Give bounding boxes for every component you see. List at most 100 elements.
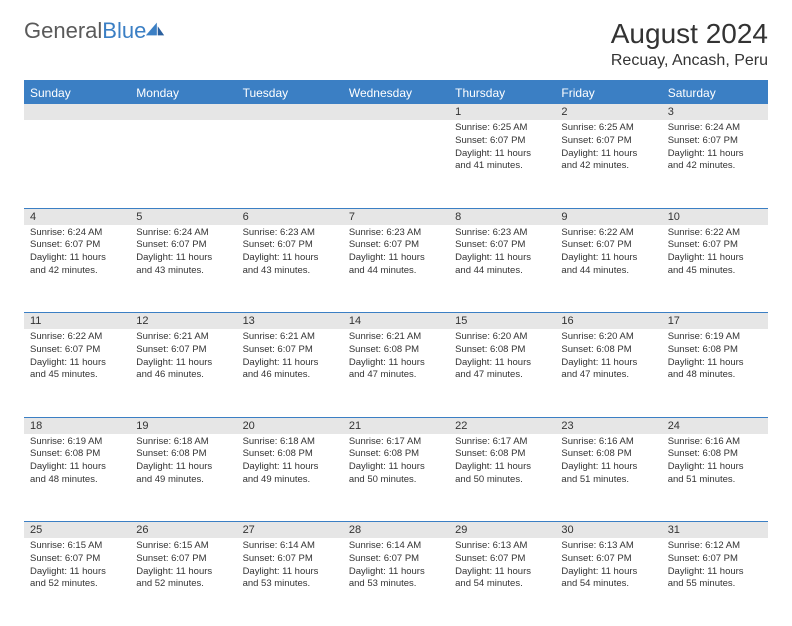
daylight-line: Daylight: 11 hours and 45 minutes. bbox=[30, 357, 124, 383]
daynum-row: 123 bbox=[24, 104, 768, 120]
day-cell: Sunrise: 6:22 AMSunset: 6:07 PMDaylight:… bbox=[555, 225, 661, 313]
sunrise-line: Sunrise: 6:19 AM bbox=[30, 436, 124, 449]
day-cell: Sunrise: 6:19 AMSunset: 6:08 PMDaylight:… bbox=[24, 434, 130, 522]
sunset-line: Sunset: 6:08 PM bbox=[349, 448, 443, 461]
day-number: 7 bbox=[343, 208, 449, 225]
day-cell bbox=[130, 120, 236, 208]
sunset-line: Sunset: 6:08 PM bbox=[668, 448, 762, 461]
day-cell bbox=[237, 120, 343, 208]
sunset-line: Sunset: 6:08 PM bbox=[561, 448, 655, 461]
daylight-line: Daylight: 11 hours and 50 minutes. bbox=[349, 461, 443, 487]
day-number bbox=[130, 104, 236, 120]
daylight-line: Daylight: 11 hours and 47 minutes. bbox=[455, 357, 549, 383]
day-number: 23 bbox=[555, 417, 661, 434]
day-cell: Sunrise: 6:23 AMSunset: 6:07 PMDaylight:… bbox=[449, 225, 555, 313]
location-text: Recuay, Ancash, Peru bbox=[611, 52, 768, 70]
logo-word1: General bbox=[24, 18, 102, 43]
day-cell: Sunrise: 6:20 AMSunset: 6:08 PMDaylight:… bbox=[449, 329, 555, 417]
data-row: Sunrise: 6:22 AMSunset: 6:07 PMDaylight:… bbox=[24, 329, 768, 417]
sunset-line: Sunset: 6:07 PM bbox=[455, 239, 549, 252]
day-number: 16 bbox=[555, 313, 661, 330]
sunset-line: Sunset: 6:08 PM bbox=[30, 448, 124, 461]
sunrise-line: Sunrise: 6:16 AM bbox=[668, 436, 762, 449]
sunset-line: Sunset: 6:07 PM bbox=[668, 553, 762, 566]
daylight-line: Daylight: 11 hours and 47 minutes. bbox=[561, 357, 655, 383]
daylight-line: Daylight: 11 hours and 55 minutes. bbox=[668, 566, 762, 592]
day-number: 18 bbox=[24, 417, 130, 434]
sunset-line: Sunset: 6:07 PM bbox=[243, 239, 337, 252]
day-number: 11 bbox=[24, 313, 130, 330]
sunset-line: Sunset: 6:07 PM bbox=[243, 344, 337, 357]
sunset-line: Sunset: 6:08 PM bbox=[243, 448, 337, 461]
day-number: 26 bbox=[130, 522, 236, 539]
data-row: Sunrise: 6:24 AMSunset: 6:07 PMDaylight:… bbox=[24, 225, 768, 313]
sunrise-line: Sunrise: 6:17 AM bbox=[349, 436, 443, 449]
day-number: 25 bbox=[24, 522, 130, 539]
sunrise-line: Sunrise: 6:15 AM bbox=[136, 540, 230, 553]
sunrise-line: Sunrise: 6:21 AM bbox=[349, 331, 443, 344]
daynum-row: 45678910 bbox=[24, 208, 768, 225]
sunrise-line: Sunrise: 6:20 AM bbox=[561, 331, 655, 344]
day-header: Sunday bbox=[24, 81, 130, 104]
day-cell: Sunrise: 6:17 AMSunset: 6:08 PMDaylight:… bbox=[449, 434, 555, 522]
day-cell: Sunrise: 6:18 AMSunset: 6:08 PMDaylight:… bbox=[237, 434, 343, 522]
sunrise-line: Sunrise: 6:18 AM bbox=[243, 436, 337, 449]
day-number: 21 bbox=[343, 417, 449, 434]
day-cell: Sunrise: 6:16 AMSunset: 6:08 PMDaylight:… bbox=[662, 434, 768, 522]
calendar-header-row: SundayMondayTuesdayWednesdayThursdayFrid… bbox=[24, 81, 768, 104]
sunset-line: Sunset: 6:07 PM bbox=[349, 553, 443, 566]
day-cell: Sunrise: 6:25 AMSunset: 6:07 PMDaylight:… bbox=[449, 120, 555, 208]
sunset-line: Sunset: 6:08 PM bbox=[561, 344, 655, 357]
logo: GeneralBlue bbox=[24, 18, 166, 44]
sunrise-line: Sunrise: 6:22 AM bbox=[561, 227, 655, 240]
sunset-line: Sunset: 6:07 PM bbox=[561, 135, 655, 148]
sunrise-line: Sunrise: 6:19 AM bbox=[668, 331, 762, 344]
sunset-line: Sunset: 6:08 PM bbox=[349, 344, 443, 357]
page-header: GeneralBlue August 2024 Recuay, Ancash, … bbox=[24, 18, 768, 70]
day-number: 28 bbox=[343, 522, 449, 539]
daylight-line: Daylight: 11 hours and 45 minutes. bbox=[668, 252, 762, 278]
day-cell: Sunrise: 6:23 AMSunset: 6:07 PMDaylight:… bbox=[237, 225, 343, 313]
day-cell: Sunrise: 6:24 AMSunset: 6:07 PMDaylight:… bbox=[24, 225, 130, 313]
daylight-line: Daylight: 11 hours and 53 minutes. bbox=[349, 566, 443, 592]
day-cell: Sunrise: 6:17 AMSunset: 6:08 PMDaylight:… bbox=[343, 434, 449, 522]
day-cell: Sunrise: 6:13 AMSunset: 6:07 PMDaylight:… bbox=[449, 538, 555, 626]
day-header: Tuesday bbox=[237, 81, 343, 104]
day-cell: Sunrise: 6:20 AMSunset: 6:08 PMDaylight:… bbox=[555, 329, 661, 417]
daylight-line: Daylight: 11 hours and 46 minutes. bbox=[243, 357, 337, 383]
daylight-line: Daylight: 11 hours and 54 minutes. bbox=[561, 566, 655, 592]
day-cell bbox=[343, 120, 449, 208]
sunset-line: Sunset: 6:07 PM bbox=[349, 239, 443, 252]
daynum-row: 18192021222324 bbox=[24, 417, 768, 434]
daylight-line: Daylight: 11 hours and 44 minutes. bbox=[561, 252, 655, 278]
daynum-row: 11121314151617 bbox=[24, 313, 768, 330]
sunset-line: Sunset: 6:07 PM bbox=[243, 553, 337, 566]
sunrise-line: Sunrise: 6:23 AM bbox=[243, 227, 337, 240]
sunset-line: Sunset: 6:07 PM bbox=[561, 239, 655, 252]
sunrise-line: Sunrise: 6:21 AM bbox=[243, 331, 337, 344]
day-cell: Sunrise: 6:24 AMSunset: 6:07 PMDaylight:… bbox=[130, 225, 236, 313]
sunrise-line: Sunrise: 6:14 AM bbox=[243, 540, 337, 553]
sunrise-line: Sunrise: 6:17 AM bbox=[455, 436, 549, 449]
month-title: August 2024 bbox=[611, 18, 768, 50]
day-cell: Sunrise: 6:25 AMSunset: 6:07 PMDaylight:… bbox=[555, 120, 661, 208]
title-block: August 2024 Recuay, Ancash, Peru bbox=[611, 18, 768, 70]
daylight-line: Daylight: 11 hours and 53 minutes. bbox=[243, 566, 337, 592]
day-number: 4 bbox=[24, 208, 130, 225]
daylight-line: Daylight: 11 hours and 46 minutes. bbox=[136, 357, 230, 383]
day-number bbox=[237, 104, 343, 120]
day-number: 20 bbox=[237, 417, 343, 434]
day-number: 22 bbox=[449, 417, 555, 434]
daylight-line: Daylight: 11 hours and 54 minutes. bbox=[455, 566, 549, 592]
day-cell: Sunrise: 6:15 AMSunset: 6:07 PMDaylight:… bbox=[130, 538, 236, 626]
sunset-line: Sunset: 6:08 PM bbox=[136, 448, 230, 461]
daylight-line: Daylight: 11 hours and 51 minutes. bbox=[668, 461, 762, 487]
daylight-line: Daylight: 11 hours and 43 minutes. bbox=[243, 252, 337, 278]
day-header: Wednesday bbox=[343, 81, 449, 104]
day-cell: Sunrise: 6:15 AMSunset: 6:07 PMDaylight:… bbox=[24, 538, 130, 626]
daylight-line: Daylight: 11 hours and 42 minutes. bbox=[561, 148, 655, 174]
day-number: 13 bbox=[237, 313, 343, 330]
sunset-line: Sunset: 6:07 PM bbox=[455, 135, 549, 148]
data-row: Sunrise: 6:19 AMSunset: 6:08 PMDaylight:… bbox=[24, 434, 768, 522]
day-number: 2 bbox=[555, 104, 661, 120]
